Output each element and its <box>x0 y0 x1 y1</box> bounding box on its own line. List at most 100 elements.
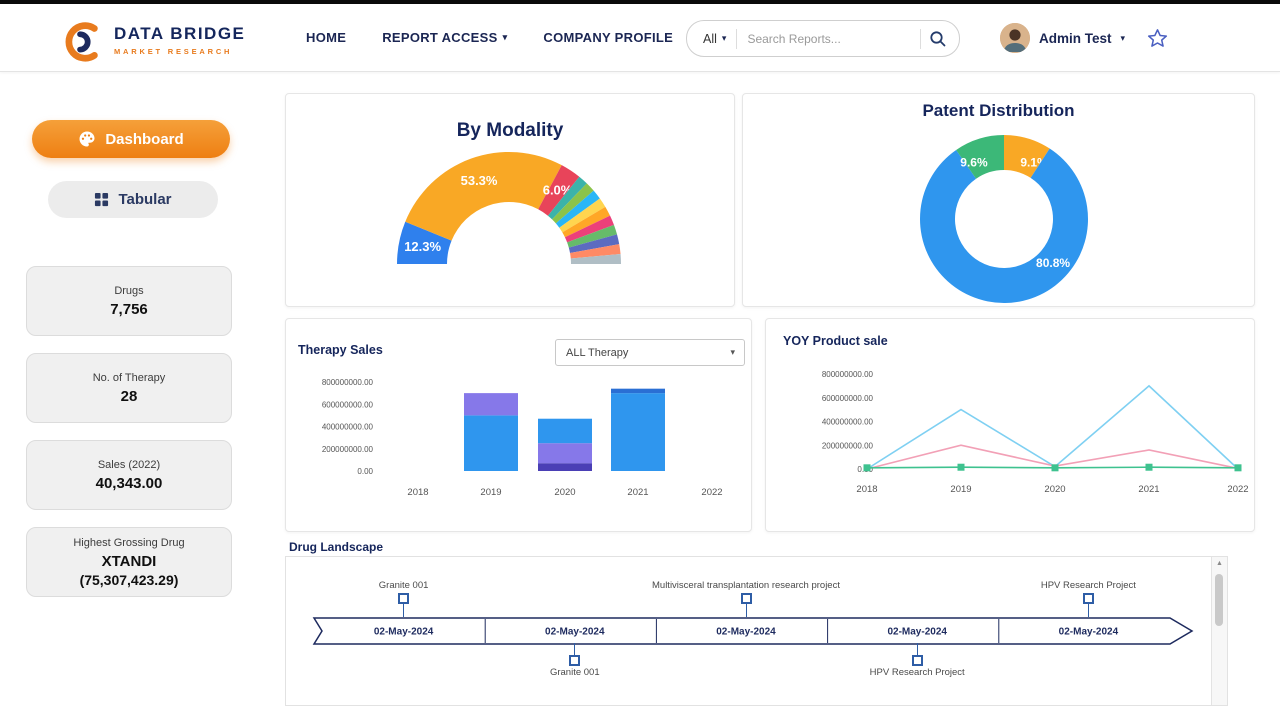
drug-landscape-section: Drug Landscape 02-May-2024 02-May-2024 02-… <box>285 540 1228 706</box>
yoy-chart: 0.00200000000.00400000000.00600000000.00… <box>822 370 1249 495</box>
therapy-filter-dropdown[interactable]: ALL Therapy ▾ <box>555 339 745 366</box>
milestone-marker[interactable] <box>1082 593 1094 604</box>
stat-card: No. of Therapy 28 <box>26 353 232 423</box>
svg-text:200000000.00: 200000000.00 <box>822 441 874 450</box>
stat-label: Sales (2022) <box>97 458 161 471</box>
milestone-label: Multivisceral transplantation research p… <box>652 579 840 591</box>
nav-home[interactable]: HOME <box>306 30 346 45</box>
chevron-down-icon: ▾ <box>721 33 727 43</box>
search-bar: All ▾ <box>686 20 960 57</box>
logo-title: DATA BRIDGE <box>114 24 246 43</box>
search-input[interactable] <box>737 31 920 46</box>
yoy-card: YOY Product sale 0.00200000000.004000000… <box>765 318 1255 532</box>
top-black-bar <box>0 0 1280 4</box>
therapy-sales-chart: 0.00 200000000.00 400000000.00 600000000.00… <box>322 378 723 498</box>
chevron-down-icon: ▾ <box>1120 32 1126 43</box>
patent-card: Patent Distribution 9.1% 80.8% 9.6% <box>742 93 1255 307</box>
tabular-button[interactable]: Tabular <box>48 181 218 218</box>
svg-text:80.8%: 80.8% <box>1036 256 1070 270</box>
milestone-marker[interactable] <box>569 655 581 666</box>
therapy-filter-label: ALL Therapy <box>566 346 629 359</box>
milestone-connector <box>916 643 918 655</box>
nav-label: REPORT ACCESS <box>382 30 498 45</box>
milestone-marker[interactable] <box>740 593 752 604</box>
svg-text:800000000.00: 800000000.00 <box>822 370 874 379</box>
milestone-marker[interactable] <box>911 655 923 666</box>
patent-title: Patent Distribution <box>922 101 1075 120</box>
milestone-connector <box>574 643 576 655</box>
stat-label: No. of Therapy <box>92 371 166 384</box>
therapy-sales-card: Therapy Sales ALL Therapy ▾ 0.00 20000000… <box>285 318 752 532</box>
milestone-label: HPV Research Project <box>1040 579 1136 591</box>
therapy-sales-title: Therapy Sales <box>298 343 383 357</box>
grid-icon <box>95 192 109 207</box>
tabular-button-label: Tabular <box>118 191 172 208</box>
stat-value: 7,756 <box>110 300 148 318</box>
timeline-date: 02-May-2024 <box>374 627 434 638</box>
search-button[interactable] <box>921 30 959 48</box>
modality-title: By Modality <box>456 120 564 141</box>
chevron-down-icon: ▾ <box>502 32 508 42</box>
header: DATA BRIDGE MARKET RESEARCH HOME REPORT A… <box>0 4 1280 72</box>
timeline-date: 02-May-2024 <box>716 627 776 638</box>
divider <box>920 28 921 49</box>
stat-cards: Drugs 7,756 No. of Therapy 28 Sales (2022) 40… <box>26 266 232 597</box>
timeline: 02-May-2024 02-May-2024 02-May-2024 02-May-… <box>286 557 1212 705</box>
nav-company-profile[interactable]: COMPANY PROFILE <box>543 30 673 45</box>
nav-label: COMPANY PROFILE <box>543 30 674 45</box>
dashboard-button[interactable]: Dashboard <box>32 120 230 158</box>
svg-text:400000000.00: 400000000.00 <box>822 418 874 427</box>
search-icon <box>930 30 946 46</box>
svg-text:2021: 2021 <box>627 487 648 498</box>
timeline-date: 02-May-2024 <box>545 627 605 638</box>
stat-label: Drugs <box>114 284 144 297</box>
nav-label: HOME <box>306 30 347 45</box>
timeline-date: 02-May-2024 <box>887 627 947 638</box>
divider <box>736 28 738 49</box>
main-nav: HOME REPORT ACCESS ▾ COMPANY PROFILE <box>306 4 673 71</box>
user-avatar <box>1000 23 1030 53</box>
timeline-box: 02-May-2024 02-May-2024 02-May-2024 02-May-… <box>285 556 1228 706</box>
svg-text:2022: 2022 <box>701 487 722 498</box>
svg-text:800000000.00: 800000000.00 <box>322 378 374 387</box>
scrollbar[interactable]: ▲ <box>1211 557 1227 705</box>
svg-text:2018: 2018 <box>407 487 428 498</box>
milestone-connector <box>403 601 405 617</box>
svg-text:400000000.00: 400000000.00 <box>322 423 374 432</box>
svg-text:0.00: 0.00 <box>357 467 373 476</box>
drug-landscape-title: Drug Landscape <box>289 540 384 554</box>
stat-label: Highest Grossing Drug <box>73 536 185 549</box>
milestone-marker[interactable] <box>398 593 410 604</box>
stat-card: Sales (2022) 40,343.00 <box>26 440 232 510</box>
scroll-up-icon[interactable]: ▲ <box>1216 560 1223 567</box>
svg-text:2020: 2020 <box>554 487 575 498</box>
user-menu[interactable]: Admin Test ▾ <box>1000 23 1125 53</box>
milestone-label: HPV Research Project <box>869 667 965 678</box>
svg-text:2021: 2021 <box>1138 484 1159 495</box>
chevron-down-icon: ▾ <box>730 347 735 357</box>
modality-card: By Modality 12.3% 53.3% 6.0% <box>285 93 735 307</box>
palette-icon <box>79 131 95 147</box>
svg-text:2019: 2019 <box>480 487 501 498</box>
svg-text:2019: 2019 <box>950 484 971 495</box>
user-name: Admin Test <box>1039 30 1112 46</box>
search-filter-dropdown[interactable]: All ▾ <box>687 32 736 46</box>
timeline-date: 02-May-2024 <box>1059 627 1119 638</box>
milestone-label: Granite 001 <box>378 579 429 591</box>
nav-report-access[interactable]: REPORT ACCESS ▾ <box>382 30 507 45</box>
stat-card: Drugs 7,756 <box>26 266 232 336</box>
svg-text:2022: 2022 <box>1227 484 1248 495</box>
svg-text:12.3%: 12.3% <box>404 239 441 254</box>
svg-text:9.6%: 9.6% <box>960 155 988 169</box>
svg-text:200000000.00: 200000000.00 <box>322 445 374 454</box>
logo[interactable]: DATA BRIDGE MARKET RESEARCH <box>58 17 245 63</box>
logo-icon <box>65 22 98 62</box>
svg-text:600000000.00: 600000000.00 <box>822 394 874 403</box>
favorites-star-icon[interactable] <box>1146 27 1169 55</box>
search-filter-label: All <box>703 31 717 46</box>
stat-value: XTANDI <box>101 552 157 570</box>
scrollbar-thumb[interactable] <box>1215 574 1223 626</box>
milestone-label: Granite 001 <box>549 667 600 678</box>
stat-value: 40,343.00 <box>95 474 163 492</box>
yoy-title: YOY Product sale <box>783 334 888 348</box>
